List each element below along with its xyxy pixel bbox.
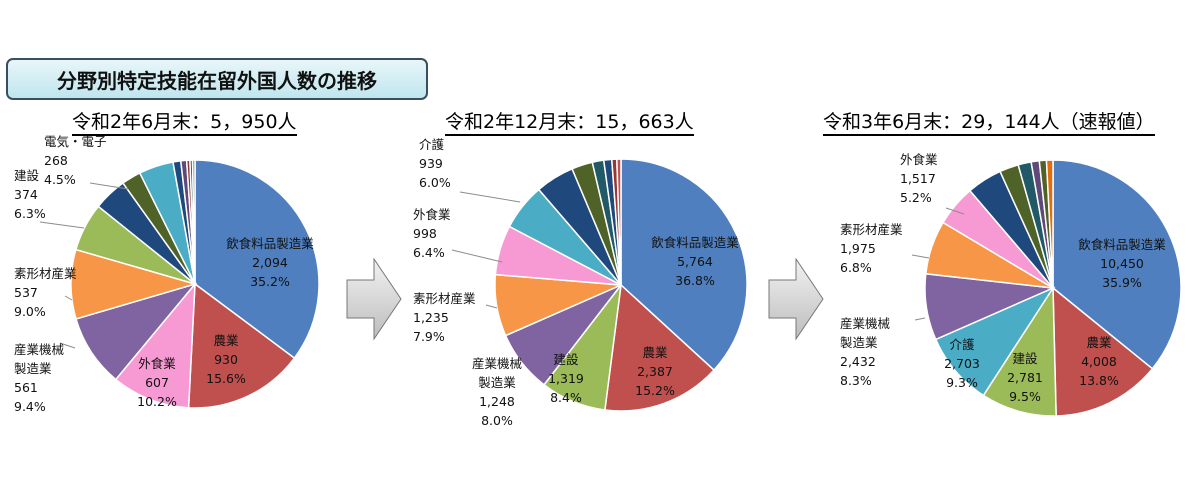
slice-label: 建設 374 6.3% bbox=[14, 168, 46, 221]
pie-slice bbox=[1052, 159, 1182, 370]
slice-label: 産業機械製造業 1,248 8.0% bbox=[472, 356, 523, 428]
slice-label: 介護 2,703 9.3% bbox=[944, 337, 980, 390]
leader-line bbox=[89, 182, 129, 190]
chart-2-title: 令和2年12月末：15，663人 bbox=[445, 110, 694, 136]
slice-label: 飲食料品製造業 2,094 35.2% bbox=[226, 236, 314, 289]
chart-3-title: 令和3年6月末：29，144人（速報値） bbox=[823, 110, 1155, 136]
slice-label: 農業 4,008 13.8% bbox=[1079, 335, 1119, 388]
slice-label: 素形材産業 537 9.0% bbox=[14, 266, 77, 319]
slice-label: 農業 2,387 15.2% bbox=[635, 345, 675, 398]
slice-label: 農業 930 15.6% bbox=[206, 333, 246, 386]
leader-line bbox=[64, 295, 73, 301]
leader-line bbox=[914, 317, 926, 321]
pie-slice bbox=[604, 283, 715, 412]
slice-label: 建設 1,319 8.4% bbox=[548, 352, 584, 405]
slice-label: 介護 939 6.0% bbox=[419, 137, 451, 190]
pie-slice bbox=[1045, 159, 1054, 289]
slice-label: 素形材産業 1,975 6.8% bbox=[840, 222, 903, 275]
leader-line bbox=[459, 191, 521, 203]
pie-slice bbox=[1052, 286, 1154, 417]
slice-label: 建設 2,781 9.5% bbox=[1007, 351, 1043, 404]
page-title: 分野別特定技能在留外国人数の推移 bbox=[6, 58, 428, 100]
leader-line bbox=[59, 342, 76, 349]
pie-slice bbox=[982, 285, 1057, 417]
slice-label: 飲食料品製造業 5,764 36.8% bbox=[651, 235, 739, 288]
pie-slice bbox=[616, 158, 622, 286]
leader-line bbox=[911, 254, 930, 259]
slice-label: 素形材産業 1,235 7.9% bbox=[413, 291, 476, 344]
slice-label: 外食業 607 10.2% bbox=[137, 356, 177, 409]
pie-slice bbox=[114, 281, 196, 409]
slice-label: 産業機械製造業 2,432 8.3% bbox=[840, 316, 891, 388]
leader-line bbox=[945, 207, 965, 215]
slice-label: 電気・電子 268 4.5% bbox=[44, 134, 107, 187]
leader-line bbox=[39, 221, 85, 229]
leader-line bbox=[485, 304, 498, 309]
arrow-right-icon bbox=[346, 258, 402, 340]
pie-slice bbox=[620, 158, 748, 372]
arrow-right-icon bbox=[768, 258, 824, 340]
slice-label: 外食業 1,517 5.2% bbox=[900, 152, 938, 205]
pie-slice bbox=[191, 159, 196, 285]
pie-slice bbox=[187, 282, 296, 409]
leader-line bbox=[451, 249, 503, 263]
slice-label: 飲食料品製造業 10,450 35.9% bbox=[1078, 237, 1166, 290]
pie-slice bbox=[194, 159, 320, 360]
slice-label: 外食業 998 6.4% bbox=[413, 207, 451, 260]
chart-1-title: 令和2年6月末：5，950人 bbox=[72, 110, 297, 136]
slice-label: 産業機械製造業 561 9.4% bbox=[14, 342, 65, 414]
